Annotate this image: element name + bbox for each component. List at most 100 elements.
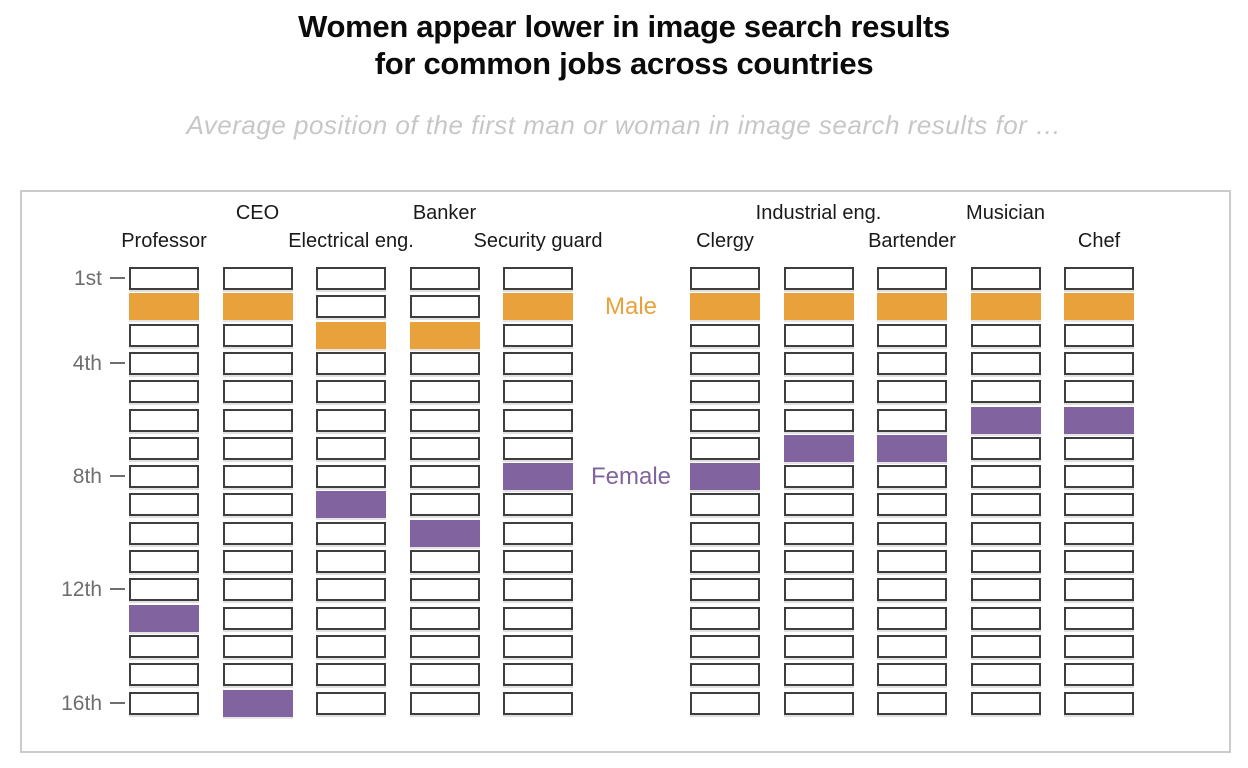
position-cell: [970, 521, 1041, 545]
position-cell: [503, 380, 573, 404]
position-cell: [129, 408, 199, 432]
position-cell: [783, 521, 854, 545]
position-cell: [1064, 267, 1134, 290]
position-cell: [129, 436, 199, 460]
position-cell: [877, 521, 947, 545]
position-cell: [409, 634, 480, 658]
job-column-header: Bartender: [868, 230, 956, 252]
position-cell: [690, 408, 760, 432]
position-cell: [409, 267, 480, 290]
position-cell: [222, 606, 293, 630]
female-position-cell: [129, 604, 199, 632]
position-cell: [503, 521, 573, 545]
position-cell: [409, 493, 480, 517]
legend-male-label: Male: [604, 293, 658, 320]
female-position-cell: [409, 519, 480, 547]
position-cell: [129, 691, 199, 715]
position-cell: [1064, 663, 1134, 687]
job-column-header: CEO: [235, 202, 280, 224]
page-subtitle: Average position of the first man or wom…: [186, 110, 1062, 140]
y-axis-tick-label: 1st: [73, 267, 102, 290]
position-cell: [690, 380, 760, 404]
position-cell: [316, 634, 386, 658]
position-cell: [409, 465, 480, 489]
position-cell: [409, 408, 480, 432]
position-cell: [690, 521, 760, 545]
position-cell: [877, 550, 947, 573]
position-cell: [1064, 606, 1134, 630]
position-cell: [877, 493, 947, 517]
position-cell: [503, 493, 573, 517]
position-cell: [783, 634, 854, 658]
job-column-header: Musician: [966, 202, 1045, 224]
position-cell: [409, 295, 480, 319]
position-cell: [877, 351, 947, 375]
position-cell: [970, 465, 1041, 489]
position-cell: [409, 550, 480, 573]
position-cell: [222, 408, 293, 432]
male-position-cell: [129, 293, 199, 321]
position-cell: [129, 550, 199, 573]
position-cell: [1064, 550, 1134, 573]
position-cell: [877, 267, 947, 290]
position-cell: [970, 323, 1041, 347]
y-axis-tick-label: 16th: [61, 691, 102, 715]
position-cell: [690, 436, 760, 460]
position-cell: [409, 606, 480, 630]
position-cell: [222, 380, 293, 404]
position-cell: [316, 295, 386, 319]
y-axis-tick-dash: [110, 588, 125, 591]
position-cell: [222, 267, 293, 290]
position-cell: [129, 267, 199, 290]
position-cell: [783, 550, 854, 573]
position-cell: [129, 578, 199, 602]
position-cell: [129, 380, 199, 404]
position-cell: [129, 521, 199, 545]
position-cell: [409, 351, 480, 375]
position-cell: [690, 691, 760, 715]
position-cell: [1064, 351, 1134, 375]
position-cell: [970, 436, 1041, 460]
position-cell: [690, 663, 760, 687]
position-cell: [1064, 634, 1134, 658]
job-column-header: Chef: [1077, 230, 1121, 252]
female-position-cell: [1064, 406, 1134, 434]
position-cell: [129, 323, 199, 347]
job-column-header: Industrial eng.: [755, 202, 882, 224]
position-cell: [503, 691, 573, 715]
position-cell: [503, 663, 573, 687]
position-cell: [409, 691, 480, 715]
male-position-cell: [503, 293, 573, 321]
position-cell: [129, 465, 199, 489]
position-cell: [503, 323, 573, 347]
position-cell: [222, 465, 293, 489]
position-cell: [970, 663, 1041, 687]
job-column-header: Electrical eng.: [288, 230, 414, 252]
position-cell: [129, 663, 199, 687]
position-cell: [1064, 465, 1134, 489]
position-cell: [503, 578, 573, 602]
position-cell: [409, 380, 480, 404]
position-cell: [970, 634, 1041, 658]
position-cell: [970, 550, 1041, 573]
y-axis-tick-dash: [110, 701, 125, 704]
position-cell: [222, 351, 293, 375]
position-cell: [316, 606, 386, 630]
position-cell: [222, 323, 293, 347]
female-position-cell: [783, 434, 854, 462]
position-cell: [970, 351, 1041, 375]
position-cell: [690, 493, 760, 517]
position-cell: [877, 578, 947, 602]
position-cell: [316, 351, 386, 375]
position-cell: [222, 493, 293, 517]
position-cell: [970, 267, 1041, 290]
position-cell: [877, 606, 947, 630]
position-cell: [783, 493, 854, 517]
position-cell: [783, 380, 854, 404]
position-cell: [316, 663, 386, 687]
position-cell: [970, 606, 1041, 630]
job-column-header: Professor: [121, 230, 207, 252]
job-column-header: Banker: [412, 202, 477, 224]
page-title-line-2: for common jobs across countries: [374, 46, 874, 81]
position-cell: [503, 634, 573, 658]
